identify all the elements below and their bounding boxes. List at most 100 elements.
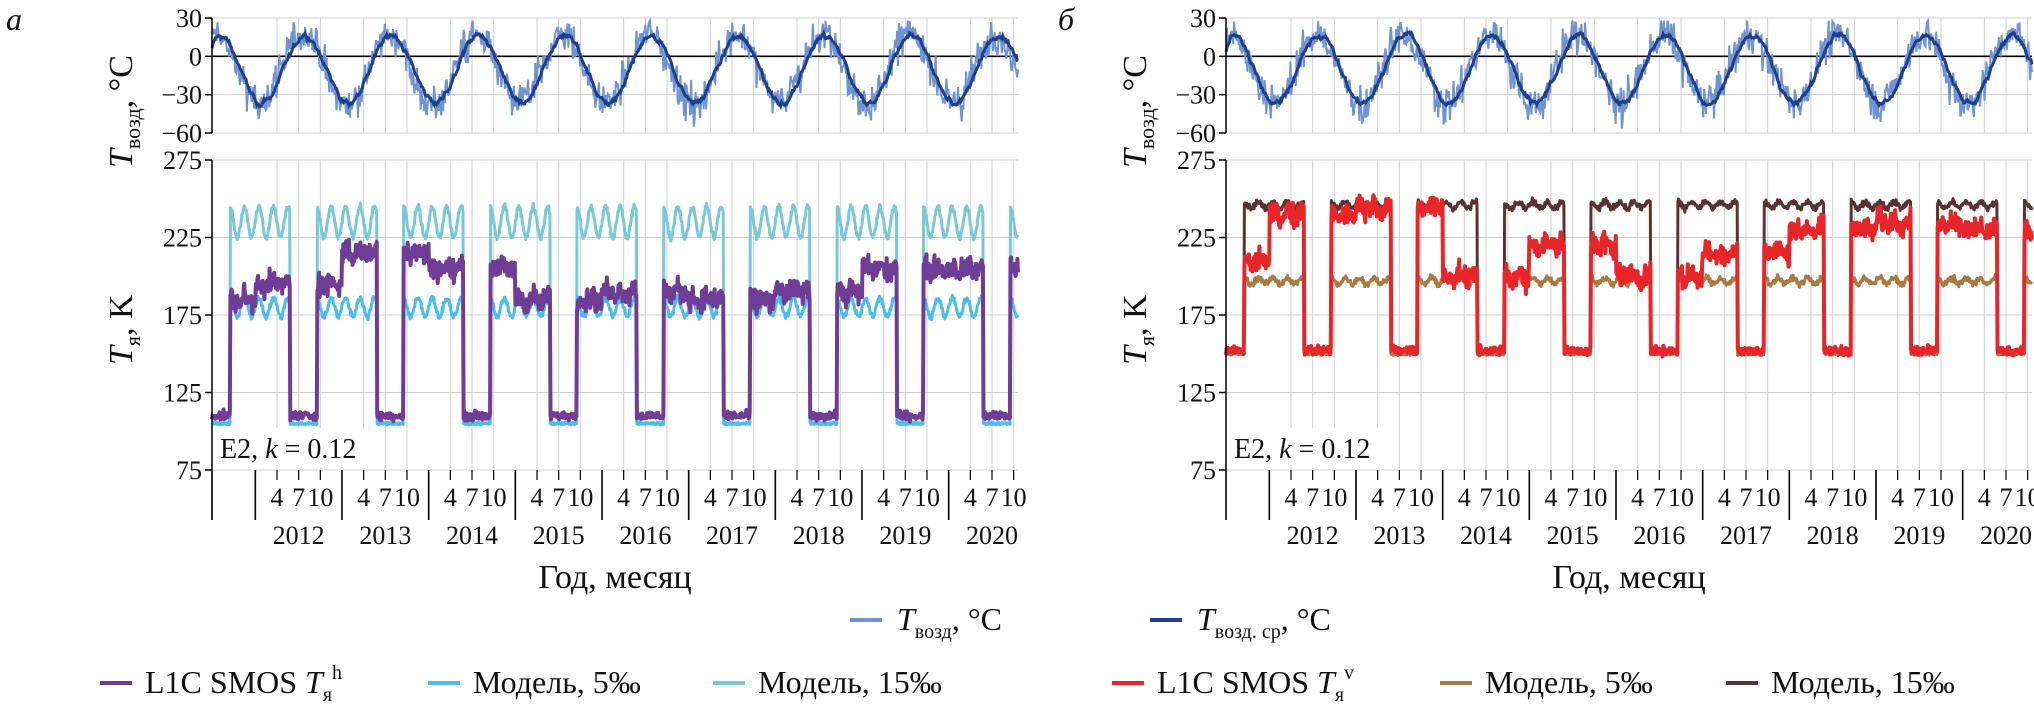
month-tick-label: 4	[1631, 483, 1644, 512]
series-line-model5	[210, 293, 1020, 427]
y-tick-label: −30	[1175, 81, 1216, 110]
month-tick-label: 7	[2000, 483, 2013, 512]
series-line-tair-mean	[210, 28, 1019, 111]
month-tick-label: 10	[1841, 483, 1867, 512]
series-line-obs	[210, 237, 1020, 424]
month-tick-label: 10	[741, 483, 767, 512]
month-tick-label: 10	[1668, 483, 1694, 512]
year-label: 2013	[359, 521, 411, 550]
legend-label-tair-mean: Tвозд. ср, °C	[1197, 601, 1331, 643]
panel-letter-a: а	[6, 1, 22, 37]
month-tick-label: 4	[531, 483, 544, 512]
y-tick-label: −60	[1175, 119, 1216, 148]
month-tick-label: 7	[379, 483, 392, 512]
year-label: 2018	[793, 521, 845, 550]
year-label: 2014	[1460, 521, 1512, 550]
month-tick-label: 4	[1371, 483, 1384, 512]
month-tick-label: 4	[1718, 483, 1731, 512]
month-tick-label: 10	[394, 483, 420, 512]
month-tick-label: 7	[899, 483, 912, 512]
series-line-obs	[1224, 193, 2034, 359]
month-tick-label: 10	[1755, 483, 1781, 512]
month-tick-label: 7	[466, 483, 479, 512]
series-line-tair-mean	[1224, 29, 2034, 109]
month-tick-label: 7	[1913, 483, 1926, 512]
year-label: 2018	[1807, 521, 1859, 550]
year-label: 2019	[1893, 521, 1945, 550]
year-label: 2019	[879, 521, 931, 550]
month-tick-label: 10	[2015, 483, 2034, 512]
month-tick-label: 4	[271, 483, 284, 512]
legend-label-model15-b: Модель, 15‰	[1771, 664, 1955, 700]
annotation-bg	[214, 428, 366, 468]
legend-label-tair: Tвозд, °C	[897, 601, 1002, 643]
year-label: 2017	[1720, 521, 1772, 550]
month-tick-label: 4	[1285, 483, 1298, 512]
month-tick-label: 7	[1653, 483, 1666, 512]
series-line-model5	[1225, 272, 2034, 357]
year-label: 2020	[966, 521, 1018, 550]
x-axis-label: Год, месяц	[1552, 559, 1705, 596]
y-tick-label: 225	[1177, 224, 1216, 253]
month-tick-label: 4	[1891, 483, 1904, 512]
month-tick-label: 7	[986, 483, 999, 512]
y-tick-label: 275	[1177, 146, 1216, 175]
y-tick-label: −30	[161, 81, 202, 110]
legend-bottom-a: L1C SMOS Tяh Модель, 5‰ Модель, 15‰	[100, 662, 942, 706]
legend-label-obs-h: L1C SMOS Tяh	[145, 662, 342, 706]
y-tick-label: 75	[1190, 456, 1216, 485]
y-axis-label-bottom: Tя, K	[1117, 294, 1159, 365]
year-label: 2016	[1633, 521, 1685, 550]
annotation-bg	[1228, 428, 1380, 468]
series-line-model15	[211, 201, 1020, 427]
month-tick-label: 4	[617, 483, 630, 512]
month-tick-label: 4	[791, 483, 804, 512]
legend-top: Tвозд, °C Tвозд. ср, °C	[850, 601, 1331, 643]
month-tick-label: 4	[357, 483, 370, 512]
y-tick-label: −60	[161, 119, 202, 148]
month-tick-label: 10	[1581, 483, 1607, 512]
year-label: 2012	[273, 521, 325, 550]
y-tick-label: 175	[163, 301, 202, 330]
month-tick-label: 10	[914, 483, 940, 512]
y-tick-label: 125	[1177, 379, 1216, 408]
month-tick-label: 7	[726, 483, 739, 512]
month-tick-label: 4	[704, 483, 717, 512]
y-tick-label: 125	[163, 379, 202, 408]
month-tick-label: 4	[444, 483, 457, 512]
month-tick-label: 7	[812, 483, 825, 512]
year-label: 2015	[1547, 521, 1599, 550]
month-tick-label: 7	[1826, 483, 1839, 512]
month-tick-label: 10	[1001, 483, 1027, 512]
month-tick-label: 10	[481, 483, 507, 512]
y-tick-label: 75	[176, 456, 202, 485]
y-tick-label: 0	[1203, 42, 1216, 71]
year-label: 2015	[533, 521, 585, 550]
legend-label-model15-a: Модель, 15‰	[758, 664, 942, 700]
month-tick-label: 4	[1458, 483, 1471, 512]
year-label: 2020	[1980, 521, 2032, 550]
legend-bottom-b: L1C SMOS Tяv Модель, 5‰ Модель, 15‰	[1112, 662, 1955, 706]
y-tick-label: 30	[176, 4, 202, 33]
month-tick-label: 7	[639, 483, 652, 512]
month-tick-label: 10	[654, 483, 680, 512]
month-tick-label: 10	[1321, 483, 1347, 512]
month-tick-label: 10	[1928, 483, 1954, 512]
legend-label-model5-a: Модель, 5‰	[473, 664, 641, 700]
month-tick-label: 7	[1306, 483, 1319, 512]
month-tick-label: 7	[552, 483, 565, 512]
year-label: 2013	[1373, 521, 1425, 550]
series-line-tair	[211, 17, 1019, 127]
month-tick-label: 10	[827, 483, 853, 512]
y-axis-label-bottom: Tя, K	[103, 294, 145, 365]
month-tick-label: 7	[1393, 483, 1406, 512]
x-axis-label: Год, месяц	[538, 559, 691, 596]
month-tick-label: 10	[567, 483, 593, 512]
y-tick-label: 225	[163, 224, 202, 253]
month-tick-label: 4	[877, 483, 890, 512]
month-tick-label: 10	[307, 483, 333, 512]
y-axis-label-top: Tвозд, °C	[103, 55, 145, 168]
